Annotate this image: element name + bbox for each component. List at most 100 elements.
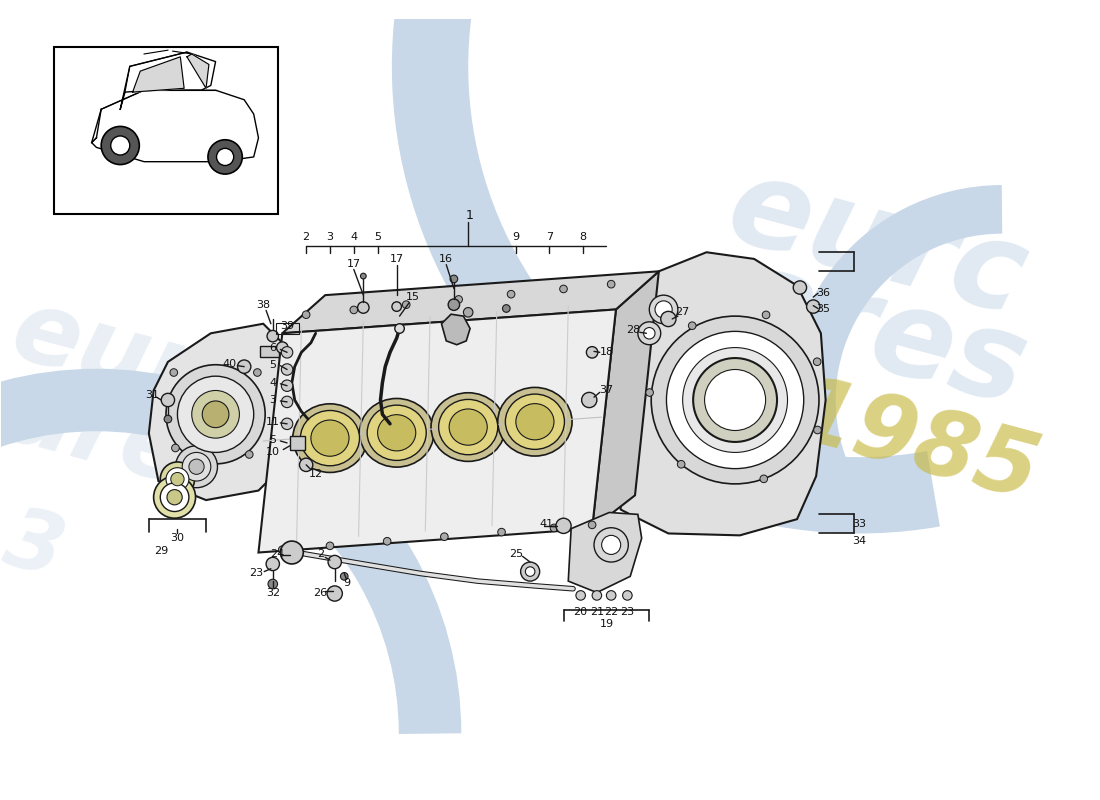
Ellipse shape bbox=[497, 387, 572, 456]
Text: 9: 9 bbox=[343, 578, 351, 588]
Circle shape bbox=[166, 468, 189, 490]
Circle shape bbox=[299, 458, 312, 471]
Circle shape bbox=[576, 590, 585, 600]
Circle shape bbox=[191, 390, 240, 438]
Polygon shape bbox=[258, 310, 616, 553]
Circle shape bbox=[606, 590, 616, 600]
Text: 17: 17 bbox=[389, 254, 404, 264]
Text: 38: 38 bbox=[256, 300, 271, 310]
Circle shape bbox=[172, 444, 179, 452]
Circle shape bbox=[341, 573, 348, 580]
Text: 31: 31 bbox=[145, 390, 158, 400]
Circle shape bbox=[302, 311, 310, 318]
Polygon shape bbox=[91, 90, 258, 162]
Circle shape bbox=[403, 301, 410, 309]
Circle shape bbox=[793, 281, 806, 294]
Polygon shape bbox=[148, 324, 283, 500]
Ellipse shape bbox=[449, 409, 487, 445]
Ellipse shape bbox=[505, 394, 564, 450]
Circle shape bbox=[217, 148, 233, 166]
Circle shape bbox=[282, 418, 293, 430]
Circle shape bbox=[760, 475, 768, 482]
Circle shape bbox=[689, 322, 696, 330]
Circle shape bbox=[383, 538, 390, 545]
Ellipse shape bbox=[311, 420, 349, 456]
Circle shape bbox=[678, 461, 685, 468]
Circle shape bbox=[654, 301, 672, 318]
Text: 6: 6 bbox=[270, 342, 276, 353]
Circle shape bbox=[644, 327, 654, 339]
Circle shape bbox=[266, 558, 279, 570]
Circle shape bbox=[550, 524, 558, 532]
Text: 40: 40 bbox=[223, 358, 236, 369]
Circle shape bbox=[588, 521, 596, 529]
Circle shape bbox=[238, 360, 251, 374]
Text: 8: 8 bbox=[579, 232, 586, 242]
Circle shape bbox=[705, 370, 766, 430]
Polygon shape bbox=[187, 54, 209, 88]
Text: 5: 5 bbox=[270, 435, 276, 445]
Text: 23: 23 bbox=[250, 569, 264, 578]
Circle shape bbox=[208, 140, 242, 174]
Circle shape bbox=[280, 541, 304, 564]
Ellipse shape bbox=[360, 398, 433, 467]
Text: eurc: eurc bbox=[1, 282, 265, 440]
Circle shape bbox=[170, 473, 184, 486]
Text: 12: 12 bbox=[309, 470, 322, 479]
Text: eurc: eurc bbox=[716, 148, 1038, 339]
Text: 32: 32 bbox=[266, 587, 279, 598]
Text: 11: 11 bbox=[266, 417, 279, 427]
Circle shape bbox=[814, 426, 822, 434]
Ellipse shape bbox=[516, 404, 554, 440]
Ellipse shape bbox=[439, 399, 497, 454]
Circle shape bbox=[392, 302, 402, 311]
Circle shape bbox=[282, 364, 293, 375]
Circle shape bbox=[661, 311, 676, 326]
Circle shape bbox=[245, 450, 253, 458]
Text: 35: 35 bbox=[816, 305, 829, 314]
Circle shape bbox=[177, 376, 254, 453]
Text: ares: ares bbox=[720, 239, 1040, 430]
Polygon shape bbox=[133, 57, 184, 92]
Circle shape bbox=[189, 459, 205, 474]
Bar bbox=[290, 436, 305, 450]
Circle shape bbox=[166, 365, 265, 464]
Text: 26: 26 bbox=[314, 587, 328, 598]
Text: 41: 41 bbox=[539, 519, 553, 529]
Ellipse shape bbox=[377, 414, 416, 451]
Circle shape bbox=[646, 389, 653, 396]
Circle shape bbox=[813, 358, 821, 366]
Circle shape bbox=[161, 483, 189, 511]
Text: 15: 15 bbox=[406, 292, 420, 302]
Text: 29: 29 bbox=[154, 546, 168, 556]
Polygon shape bbox=[441, 314, 470, 345]
Circle shape bbox=[450, 275, 458, 282]
Text: 23: 23 bbox=[620, 606, 635, 617]
Text: 3: 3 bbox=[327, 232, 333, 242]
Bar bbox=[261, 346, 279, 357]
Text: 17: 17 bbox=[346, 258, 361, 269]
Text: 1985: 1985 bbox=[783, 369, 1048, 519]
Circle shape bbox=[592, 590, 602, 600]
Text: 30: 30 bbox=[170, 534, 185, 543]
Circle shape bbox=[327, 586, 342, 601]
Text: 24: 24 bbox=[271, 550, 285, 559]
Text: 27: 27 bbox=[675, 307, 690, 318]
Text: 3: 3 bbox=[270, 395, 276, 405]
Circle shape bbox=[202, 401, 229, 428]
Circle shape bbox=[440, 533, 448, 541]
Ellipse shape bbox=[431, 393, 505, 462]
Circle shape bbox=[503, 305, 510, 312]
Circle shape bbox=[582, 392, 597, 408]
Text: 39: 39 bbox=[280, 321, 294, 330]
Text: 21: 21 bbox=[590, 606, 604, 617]
Text: 36: 36 bbox=[816, 288, 829, 298]
Circle shape bbox=[328, 555, 341, 569]
Text: 20: 20 bbox=[573, 606, 587, 617]
Circle shape bbox=[507, 290, 515, 298]
Text: 25: 25 bbox=[509, 550, 522, 559]
Text: 4: 4 bbox=[270, 378, 276, 388]
Circle shape bbox=[267, 330, 278, 342]
Text: 1: 1 bbox=[466, 209, 474, 222]
Ellipse shape bbox=[300, 410, 360, 466]
